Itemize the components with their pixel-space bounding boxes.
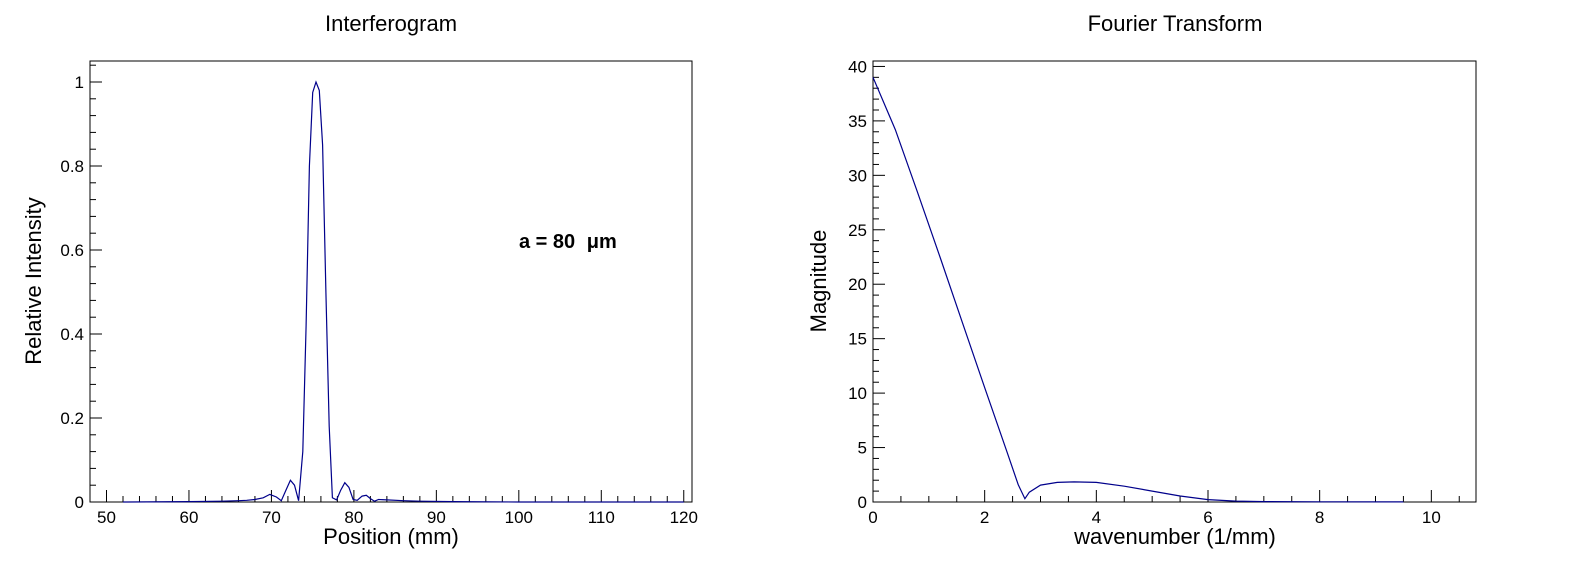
fourier-x-tick-label: 10 <box>1422 508 1441 527</box>
interferogram-annotation: a = 80 μm <box>519 231 617 253</box>
interferogram-line <box>122 80 684 503</box>
fourier-panel: Fourier Transform 0 2 4 6 8 10 0 5 10 15 20 25 30 35 4… <box>806 11 1477 549</box>
interferogram-panel: Interferogram 50 60 70 80 90 100 110 120 0 0.2 0.4… <box>21 11 698 549</box>
fourier-x-axis-label: wavenumber (1/mm) <box>1073 524 1276 549</box>
interferogram-plot-frame <box>89 60 693 503</box>
fourier-line <box>872 77 1404 503</box>
interferogram-ticks: 50 60 70 80 90 100 110 120 0 0.2 0.4 0.6 0.8 1 <box>60 64 698 527</box>
interferogram-x-tick-label: 70 <box>262 508 281 527</box>
fourier-y-tick-label: 35 <box>848 112 867 131</box>
fourier-y-tick-label: 25 <box>848 221 867 240</box>
fourier-y-axis-label: Magnitude <box>806 230 831 333</box>
fourier-x-tick-label: 0 <box>868 508 877 527</box>
fourier-y-tick-label: 30 <box>848 166 867 185</box>
interferogram-x-tick-label: 110 <box>588 508 615 527</box>
interferogram-x-axis-label: Position (mm) <box>323 524 459 549</box>
fourier-title: Fourier Transform <box>1088 11 1263 36</box>
fourier-x-tick-label: 2 <box>980 508 989 527</box>
interferogram-x-tick-label: 90 <box>427 508 446 527</box>
annotation-unit: μm <box>587 231 617 253</box>
interferogram-x-tick-label: 60 <box>179 508 198 527</box>
fourier-y-tick-label: 15 <box>848 330 867 349</box>
interferogram-y-tick-label: 0.8 <box>60 157 84 176</box>
interferogram-x-tick-label: 120 <box>670 508 698 527</box>
fourier-y-tick-label: 10 <box>848 384 867 403</box>
fourier-ticks: 0 2 4 6 8 10 0 5 10 15 20 25 30 35 40 <box>848 57 1460 527</box>
interferogram-y-tick-label: 1 <box>75 73 84 92</box>
interferogram-y-tick-label: 0.6 <box>60 241 84 260</box>
annotation-text: a = 80 <box>519 231 575 253</box>
fourier-y-tick-label: 20 <box>848 275 867 294</box>
interferogram-x-tick-label: 100 <box>505 508 533 527</box>
fourier-x-tick-label: 8 <box>1315 508 1324 527</box>
interferogram-x-tick-label: 50 <box>97 508 116 527</box>
fourier-y-tick-label: 5 <box>858 439 867 458</box>
interferogram-x-tick-label: 80 <box>344 508 363 527</box>
interferogram-y-tick-label: 0.2 <box>60 409 84 428</box>
interferogram-y-axis-label: Relative Intensity <box>21 197 46 365</box>
fourier-y-tick-label: 40 <box>848 57 867 76</box>
interferogram-y-tick-label: 0.4 <box>60 325 84 344</box>
fourier-plot-frame <box>872 60 1477 503</box>
fourier-x-tick-label: 6 <box>1203 508 1212 527</box>
fourier-y-tick-label: 0 <box>858 493 867 512</box>
fourier-x-tick-label: 4 <box>1092 508 1101 527</box>
interferogram-title: Interferogram <box>325 11 457 36</box>
interferogram-y-tick-label: 0 <box>75 493 84 512</box>
